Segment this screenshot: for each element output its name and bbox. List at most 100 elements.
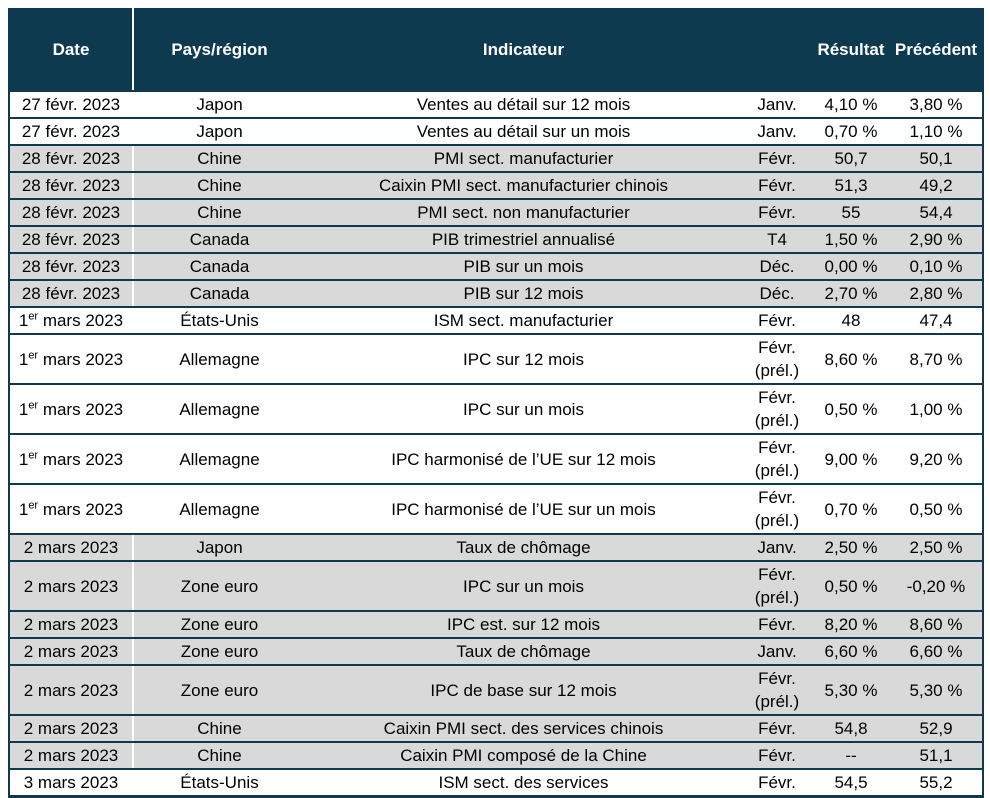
date-cell: 28 févr. 2023: [9, 172, 134, 200]
indicator-cell: IPC sur un mois: [305, 561, 742, 612]
region-cell: Chine: [133, 199, 305, 227]
indicator-cell: IPC est. sur 12 mois: [305, 611, 742, 639]
table-row: 1er mars 2023 Allemagne IPC harmonisé de l…: [9, 434, 983, 485]
region-cell: Canada: [133, 280, 305, 308]
period-cell: Févr.: [742, 611, 812, 639]
period-cell: Févr. (prél.): [742, 334, 812, 385]
date-ordinal-suffix: er: [28, 498, 39, 511]
table-row: 2 mars 2023 Chine Caixin PMI composé de la…: [9, 742, 983, 770]
result-cell: 4,10 %: [812, 91, 890, 119]
previous-cell: 0,50 %: [890, 484, 983, 535]
region-cell: Allemagne: [133, 384, 305, 435]
previous-cell: 51,1: [890, 742, 983, 770]
indicator-cell: IPC harmonisé de l’UE sur 12 mois: [305, 434, 742, 485]
previous-cell: 1,10 %: [890, 118, 983, 146]
header-date: Date: [9, 9, 134, 92]
date-cell: 2 mars 2023: [9, 715, 134, 743]
result-cell: 0,70 %: [812, 118, 890, 146]
indicator-cell: ISM sect. des services: [305, 769, 742, 798]
previous-cell: 9,20 %: [890, 434, 983, 485]
result-cell: 6,60 %: [812, 638, 890, 666]
period-cell: Janv.: [742, 638, 812, 666]
table-row: 2 mars 2023 Zone euro Taux de chômage Janv.…: [9, 638, 983, 666]
table-row: 28 févr. 2023 Canada PIB sur un mois Déc. 0,…: [9, 253, 983, 281]
region-cell: Zone euro: [133, 611, 305, 639]
region-cell: États-Unis: [133, 307, 305, 335]
indicator-cell: IPC harmonisé de l’UE sur un mois: [305, 484, 742, 535]
date-cell: 2 mars 2023: [9, 611, 134, 639]
period-cell: Déc.: [742, 280, 812, 308]
region-cell: Chine: [133, 145, 305, 173]
region-cell: Zone euro: [133, 638, 305, 666]
indicator-cell: Caixin PMI composé de la Chine: [305, 742, 742, 770]
date-cell: 3 mars 2023: [9, 769, 134, 798]
date-cell: 28 févr. 2023: [9, 145, 134, 173]
indicator-cell: Caixin PMI sect. manufacturier chinois: [305, 172, 742, 200]
result-cell: 1,50 %: [812, 226, 890, 254]
region-cell: Canada: [133, 253, 305, 281]
indicator-cell: PMI sect. manufacturier: [305, 145, 742, 173]
date-cell: 28 févr. 2023: [9, 280, 134, 308]
indicator-cell: Ventes au détail sur 12 mois: [305, 91, 742, 119]
date-cell: 27 févr. 2023: [9, 91, 134, 119]
date-cell: 28 févr. 2023: [9, 226, 134, 254]
previous-cell: 52,9: [890, 715, 983, 743]
date-ordinal-suffix: er: [28, 310, 39, 323]
table-row: 1er mars 2023 Allemagne IPC sur un mois Fév…: [9, 384, 983, 435]
header-result: Résultat: [812, 9, 890, 92]
header-row: Date Pays/région Indicateur Résultat Pré…: [9, 9, 983, 92]
date-cell: 1er mars 2023: [9, 434, 134, 485]
result-cell: 9,00 %: [812, 434, 890, 485]
result-cell: 0,70 %: [812, 484, 890, 535]
indicator-cell: PMI sect. non manufacturier: [305, 199, 742, 227]
indicator-cell: PIB sur un mois: [305, 253, 742, 281]
indicator-cell: IPC sur 12 mois: [305, 334, 742, 385]
indicator-cell: IPC sur un mois: [305, 384, 742, 435]
table-row: 28 févr. 2023 Chine PMI sect. non manufact…: [9, 199, 983, 227]
region-cell: Japon: [133, 118, 305, 146]
result-cell: --: [812, 742, 890, 770]
result-cell: 0,50 %: [812, 384, 890, 435]
result-cell: 50,7: [812, 145, 890, 173]
result-cell: 48: [812, 307, 890, 335]
period-cell: T4: [742, 226, 812, 254]
previous-cell: 54,4: [890, 199, 983, 227]
table-row: 3 mars 2023 États-Unis ISM sect. des servi…: [9, 769, 983, 798]
table-row: 2 mars 2023 Chine Caixin PMI sect. des ser…: [9, 715, 983, 743]
date-ordinal-suffix: er: [28, 348, 39, 361]
previous-cell: -0,20 %: [890, 561, 983, 612]
result-cell: 5,30 %: [812, 665, 890, 716]
table-row: 27 févr. 2023 Japon Ventes au détail sur u…: [9, 118, 983, 146]
period-cell: Févr.: [742, 145, 812, 173]
period-cell: Févr.: [742, 715, 812, 743]
result-cell: 2,50 %: [812, 534, 890, 562]
date-cell: 27 févr. 2023: [9, 118, 134, 146]
period-cell: Févr.: [742, 769, 812, 798]
result-cell: 51,3: [812, 172, 890, 200]
table-row: 28 févr. 2023 Chine PMI sect. manufacturie…: [9, 145, 983, 173]
date-cell: 2 mars 2023: [9, 561, 134, 612]
table-row: 1er mars 2023 Allemagne IPC harmonisé de l…: [9, 484, 983, 535]
previous-cell: 47,4: [890, 307, 983, 335]
date-cell: 1er mars 2023: [9, 384, 134, 435]
result-cell: 54,8: [812, 715, 890, 743]
period-cell: Févr. (prél.): [742, 561, 812, 612]
result-cell: 2,70 %: [812, 280, 890, 308]
table-row: 2 mars 2023 Japon Taux de chômage Janv. 2,50…: [9, 534, 983, 562]
previous-cell: 6,60 %: [890, 638, 983, 666]
date-cell: 1er mars 2023: [9, 484, 134, 535]
date-ordinal-suffix: er: [28, 448, 39, 461]
period-cell: Déc.: [742, 253, 812, 281]
period-cell: Févr. (prél.): [742, 384, 812, 435]
table-row: 2 mars 2023 Zone euro IPC de base sur 12 m…: [9, 665, 983, 716]
indicator-cell: IPC de base sur 12 mois: [305, 665, 742, 716]
indicator-cell: Taux de chômage: [305, 638, 742, 666]
header-indicator: Indicateur: [305, 9, 742, 92]
economic-calendar-table: Date Pays/région Indicateur Résultat Pré…: [8, 8, 984, 798]
previous-cell: 55,2: [890, 769, 983, 798]
previous-cell: 2,80 %: [890, 280, 983, 308]
previous-cell: 8,60 %: [890, 611, 983, 639]
region-cell: Chine: [133, 172, 305, 200]
header-previous: Précédent: [890, 9, 983, 92]
table-header: Date Pays/région Indicateur Résultat Pré…: [9, 9, 983, 92]
